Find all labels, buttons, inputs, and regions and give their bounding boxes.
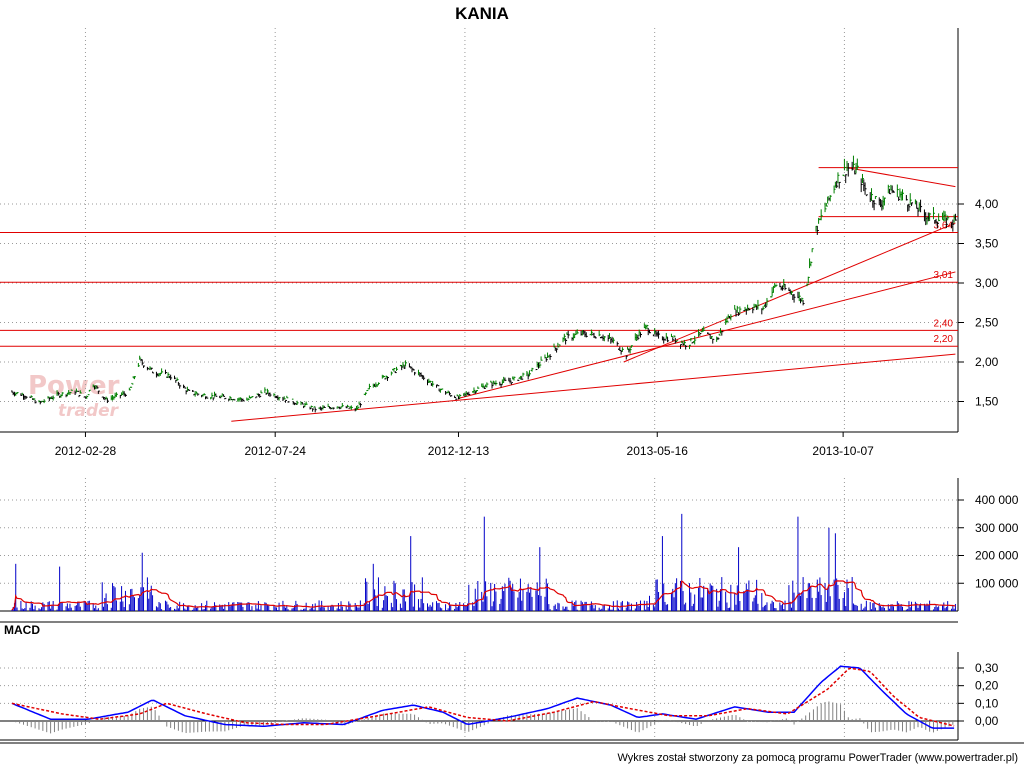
level-label-0: 3,64 — [934, 220, 954, 231]
price-bars — [11, 155, 957, 413]
y-tick-label-2: 2,50 — [975, 316, 999, 330]
vol-tick-label-0: 100 000 — [975, 576, 1019, 590]
y-tick-label-5: 4,00 — [975, 197, 999, 211]
vol-tick-label-2: 300 000 — [975, 521, 1019, 535]
level-label-2: 2,40 — [934, 318, 954, 329]
y-tick-label-1: 2,00 — [975, 355, 999, 369]
macd-tick-label-1: 0,10 — [975, 696, 999, 710]
signal-line — [11, 667, 955, 727]
trend-lines — [231, 167, 956, 422]
x-tick-label-3: 2013-05-16 — [627, 444, 689, 458]
horizontal-levels: 3,64 3,01 2,40 2,20 — [0, 167, 958, 347]
vol-tick-label-1: 200 000 — [975, 549, 1019, 563]
vol-tick-label-3: 400 000 — [975, 493, 1019, 507]
volume-moving-average — [11, 580, 956, 611]
y-tick-label-3: 3,00 — [975, 276, 999, 290]
macd-tick-label-2: 0,20 — [975, 679, 999, 693]
powertrader-watermark: Power trader — [28, 371, 120, 421]
axis-ticks: 2012-02-28 2012-07-24 2012-12-13 2013-05-16… — [55, 197, 1019, 728]
x-tick-label-1: 2012-07-24 — [244, 444, 306, 458]
macd-panel-label: MACD — [4, 623, 40, 637]
macd-tick-label-3: 0,30 — [975, 661, 999, 675]
watermark-bottom: trader — [58, 401, 120, 421]
watermark-top: Power — [28, 371, 120, 401]
credit-text: Wykres został stworzony za pomocą progra… — [617, 752, 1018, 764]
macd-lines — [0, 665, 958, 734]
chart-title: KANIA — [455, 4, 509, 23]
y-tick-label-4: 3,50 — [975, 237, 999, 251]
x-tick-label-4: 2013-10-07 — [812, 444, 874, 458]
x-tick-label-2: 2012-12-13 — [428, 444, 490, 458]
trend-line-long — [231, 353, 956, 422]
panel-frames — [0, 28, 1024, 744]
x-tick-label-0: 2012-02-28 — [55, 444, 117, 458]
y-tick-label-0: 1,50 — [975, 395, 999, 409]
volume-bars — [11, 513, 956, 611]
macd-tick-label-0: 0,00 — [975, 714, 999, 728]
level-label-3: 2,20 — [934, 334, 954, 345]
trend-line-steep — [623, 222, 956, 363]
level-label-1: 3,01 — [934, 270, 954, 281]
trend-line-mid — [458, 271, 956, 399]
grid-lines — [0, 28, 958, 740]
trend-line-resistance — [846, 167, 956, 188]
